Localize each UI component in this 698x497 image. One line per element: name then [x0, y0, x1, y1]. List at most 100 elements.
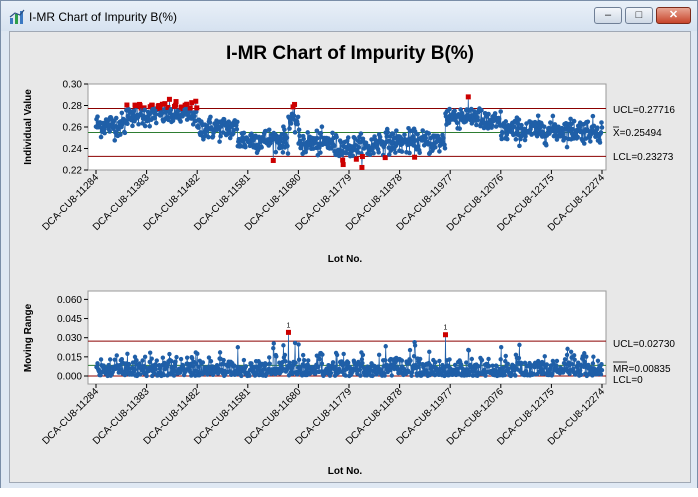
mr-data-point [293, 360, 298, 365]
mr-ytick-label: 0.060 [57, 295, 82, 306]
mr-data-point [306, 358, 311, 363]
i-data-point [192, 118, 198, 124]
mr-data-point [346, 360, 351, 365]
i-ytick-label: 0.24 [63, 144, 83, 155]
close-button[interactable]: ✕ [656, 7, 691, 24]
i-data-point [415, 131, 420, 137]
i-data-point [210, 134, 216, 139]
i-data-point [318, 150, 323, 155]
i-data-point [454, 120, 460, 126]
i-data-point [297, 133, 302, 139]
mr-data-point [582, 351, 587, 356]
mr-data-point [173, 359, 178, 364]
i-data-point [118, 132, 123, 137]
mr-data-point [144, 373, 149, 379]
i-data-point [486, 111, 491, 117]
i-data-point [243, 144, 248, 150]
i-data-point [515, 121, 521, 126]
i-data-point [122, 130, 128, 136]
i-data-point [457, 126, 462, 131]
i-data-point [113, 115, 119, 121]
i-data-point [407, 150, 412, 156]
mr-data-point [582, 359, 587, 364]
mr-data-point [280, 366, 286, 371]
chart-area: I-MR Chart of Impurity B(%) Individual V… [9, 31, 691, 483]
mr-data-point [221, 357, 226, 363]
i-data-point [585, 119, 591, 125]
i-data-point [568, 116, 573, 122]
i-data-point [591, 123, 597, 129]
i-data-point [393, 150, 398, 155]
i-data-point [152, 116, 158, 121]
mr-data-point [149, 356, 154, 361]
mr-data-point [174, 354, 179, 360]
i-ooc-point [359, 164, 365, 170]
mr-data-point [282, 352, 288, 358]
i-data-point [291, 113, 297, 119]
mr-ytick-label: 0.000 [57, 372, 82, 383]
mr-data-point [505, 361, 510, 367]
i-ooc-point [173, 102, 179, 108]
mr-data-point [271, 341, 276, 346]
mr-data-point [132, 354, 138, 360]
mr-ytick-label: 0.030 [57, 333, 82, 344]
close-icon: ✕ [668, 9, 679, 21]
mr-data-point [360, 352, 366, 358]
mr-data-point [516, 355, 522, 361]
mr-data-point [544, 362, 549, 367]
i-data-point [206, 134, 211, 140]
mr-data-point [95, 361, 100, 366]
mr-data-point [447, 357, 452, 362]
mr-data-point [578, 368, 583, 373]
i-data-point [208, 114, 213, 120]
mr-data-point [565, 346, 570, 352]
mr-data-point [235, 345, 241, 350]
mr-ytick-label: 0.015 [57, 352, 82, 363]
mr-ucl-label: UCL=0.02730 [613, 339, 675, 350]
mr-data-point [416, 364, 421, 370]
title-bar[interactable]: I-MR Chart of Impurity B(%) – □ ✕ [1, 1, 697, 31]
i-data-point [367, 152, 373, 158]
i-data-point [447, 106, 452, 112]
mr-data-point [196, 364, 202, 369]
i-data-point [279, 132, 285, 137]
mr-data-point [140, 358, 145, 363]
i-data-point [198, 130, 204, 135]
mr-data-point [412, 343, 418, 348]
mr-data-point [598, 372, 604, 377]
i-ytick-label: 0.22 [63, 166, 83, 177]
i-data-point [522, 137, 528, 143]
i-data-point [142, 107, 147, 113]
i-data-point [226, 129, 232, 134]
mr-data-point [334, 352, 340, 358]
mr-data-point [502, 372, 507, 378]
mr-data-point [126, 361, 132, 367]
minimize-button[interactable]: – [594, 7, 622, 24]
i-data-point [452, 108, 457, 114]
mr-data-point [427, 349, 432, 355]
i-data-point [345, 135, 351, 140]
mr-data-point [486, 363, 492, 369]
mr-data-point [452, 362, 458, 368]
mr-data-point [567, 371, 572, 377]
i-data-point [564, 144, 570, 150]
i-data-point [259, 145, 264, 150]
i-ooc-point [124, 102, 130, 108]
mr-data-point [388, 367, 393, 373]
i-data-point [402, 132, 407, 138]
mr-data-point [564, 352, 570, 358]
mr-data-point [301, 357, 307, 363]
mr-data-point [190, 356, 195, 361]
i-data-point [500, 130, 506, 136]
i-data-point [503, 119, 509, 124]
mr-data-point [417, 356, 423, 362]
maximize-button[interactable]: □ [625, 7, 653, 24]
i-data-point [111, 118, 117, 124]
mr-data-point [569, 361, 575, 367]
mr-data-point [154, 358, 159, 363]
i-data-point [331, 143, 337, 149]
i-data-point [502, 123, 508, 129]
mr-data-point [194, 361, 199, 366]
mr-data-point [467, 372, 472, 378]
i-data-point [107, 129, 112, 134]
